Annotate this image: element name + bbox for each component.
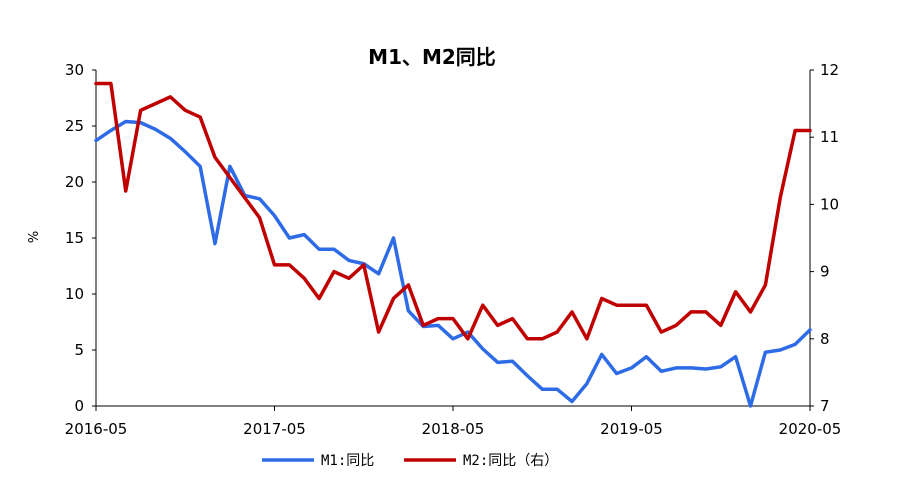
right-tick-label: 12 <box>820 61 839 79</box>
left-tick-label: 25 <box>65 117 84 135</box>
legend-label-1: M1:同比 <box>321 453 374 469</box>
y-axis-label: % <box>27 231 42 243</box>
left-tick-label: 15 <box>65 229 84 247</box>
legend: M1:同比 M2:同比（右） <box>262 453 558 469</box>
series-line-1 <box>94 119 812 408</box>
chart-title: M1、M2同比 <box>368 45 496 69</box>
right-tick-label: 9 <box>820 263 830 281</box>
series-line-2 <box>94 81 812 341</box>
left-tick-label: 5 <box>74 341 84 359</box>
series-layer <box>94 81 812 408</box>
x-tick-label: 2020-05 <box>779 420 842 438</box>
x-ticks: 2016-05 2017-05 2018-05 2019-05 2020-05 <box>65 406 842 438</box>
left-tick-label: 10 <box>65 285 84 303</box>
left-ticks: 0 5 10 15 20 25 30 <box>65 61 96 415</box>
x-tick-label: 2018-05 <box>422 420 485 438</box>
x-tick-label: 2019-05 <box>600 420 663 438</box>
left-tick-label: 20 <box>65 173 84 191</box>
right-tick-label: 10 <box>820 195 839 213</box>
x-tick-label: 2017-05 <box>243 420 306 438</box>
right-ticks: 7 8 9 10 11 12 <box>810 61 839 415</box>
left-tick-label: 0 <box>74 397 84 415</box>
legend-label-2: M2:同比（右） <box>463 453 558 469</box>
x-tick-label: 2016-05 <box>65 420 128 438</box>
right-tick-label: 11 <box>820 128 839 146</box>
left-tick-label: 30 <box>65 61 84 79</box>
right-tick-label: 7 <box>820 397 830 415</box>
right-tick-label: 8 <box>820 330 830 348</box>
